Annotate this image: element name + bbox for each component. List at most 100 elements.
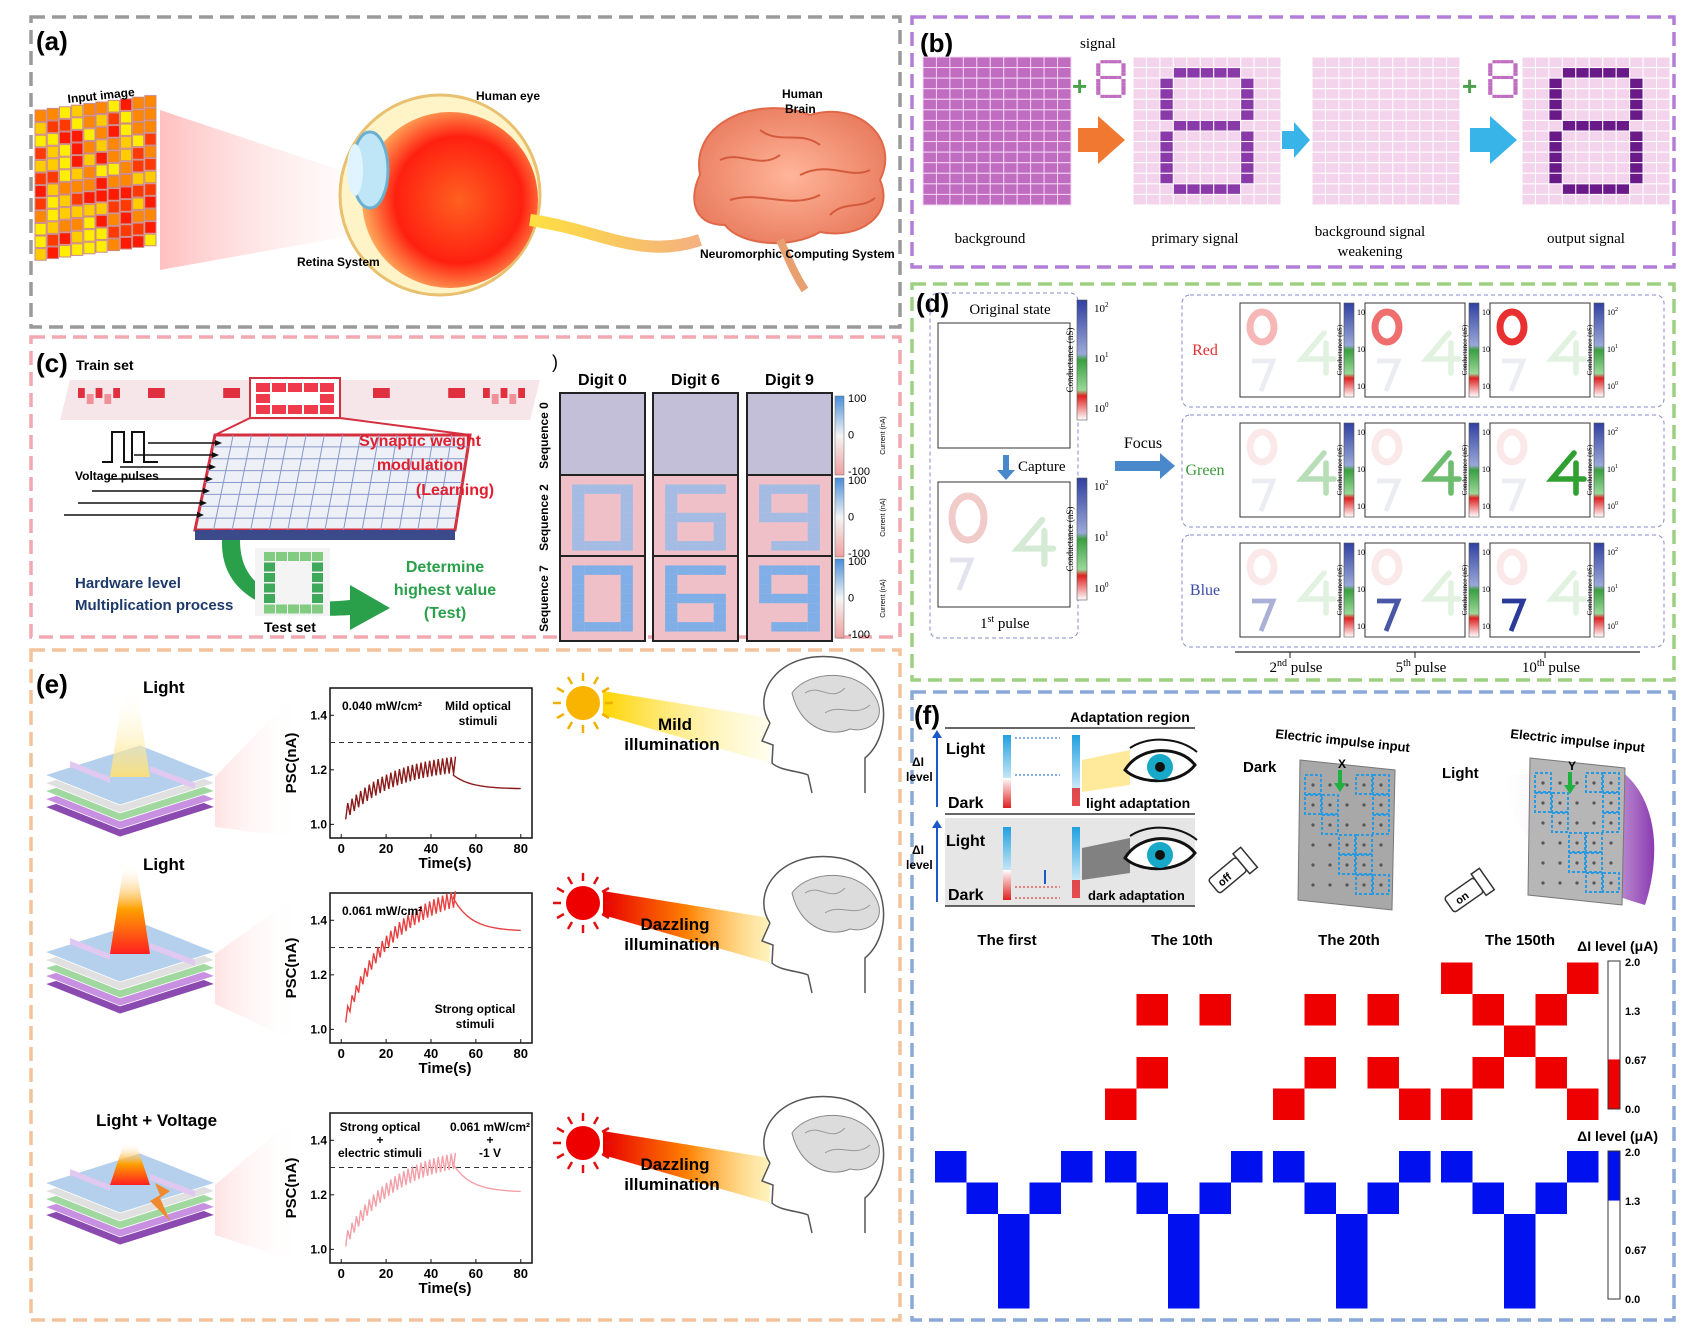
small-8-cell	[1509, 75, 1514, 80]
b-grid-cell	[1338, 119, 1353, 132]
input-pixel	[34, 134, 47, 148]
b-grid-cell	[1159, 183, 1174, 195]
b-grid-cell	[1145, 141, 1161, 153]
light-side-label: Light	[1442, 765, 1479, 782]
b-grid-cell	[1213, 151, 1228, 164]
cb-label: Conductance (nS)	[1461, 564, 1469, 615]
b-grid-cell	[1030, 119, 1045, 132]
eye-lashes	[1129, 738, 1198, 753]
cb-tick-base: 10	[1607, 502, 1615, 511]
sun-ray	[592, 1161, 600, 1170]
delta-cb-tick: 0.0	[1625, 1104, 1640, 1116]
input-pixel	[144, 208, 157, 222]
delta-label: level	[906, 770, 933, 784]
input-pixel	[58, 244, 72, 258]
b-grid-cell	[1172, 183, 1188, 195]
x-tick-label: 60	[469, 1266, 483, 1281]
b-grid-cell	[1446, 141, 1461, 153]
cb-tick-exp: 1	[1615, 344, 1618, 350]
b-grid-cell	[1615, 88, 1631, 100]
electrode-dot	[1311, 843, 1315, 847]
intensity-note: 0.061 mW/cm²	[450, 1120, 530, 1134]
b-grid-cell	[1602, 130, 1617, 143]
b-grid-cell	[962, 130, 978, 143]
cb-tick-base: 10	[1607, 382, 1615, 391]
input-pixel	[34, 147, 47, 160]
b-grid-cell	[1186, 151, 1201, 164]
b-grid-cell	[1446, 77, 1461, 90]
input-pixel	[83, 203, 96, 217]
delta-cb-tick: 1.3	[1625, 1196, 1640, 1208]
electrode-dot	[1575, 781, 1579, 785]
b-grid-cell	[1311, 56, 1326, 69]
input-pixel	[95, 177, 108, 190]
digit-seven-mark	[1502, 598, 1527, 632]
cb-tick-base: 10	[1357, 345, 1365, 354]
heatmap-pixel	[620, 484, 633, 494]
heatmap-pixel	[795, 512, 808, 523]
pulse-label: 2nd pulse	[1270, 658, 1323, 676]
b-grid-cell	[1338, 141, 1353, 153]
b-grid-cell	[962, 77, 978, 90]
b-grid-cell	[1602, 141, 1617, 153]
b-grid-cell	[1351, 119, 1367, 132]
cb-tick-base: 10	[1357, 465, 1365, 474]
heatmap-pixel	[713, 622, 726, 632]
b-grid-cell	[1016, 67, 1032, 79]
adapt-bar	[1072, 827, 1080, 897]
red-pixel	[1441, 962, 1473, 994]
b-grid-cell	[1324, 109, 1340, 121]
intensity-note: -1 V	[479, 1146, 501, 1160]
heatmap-pixel	[713, 603, 726, 613]
electrode-dot	[1592, 861, 1596, 865]
b-grid-cell	[989, 183, 1005, 195]
cb-tick-exp: 1	[1615, 584, 1618, 590]
b-grid-cell	[1132, 172, 1147, 185]
x-tick-label: 60	[469, 1046, 483, 1061]
b-grid-cell	[1145, 172, 1161, 185]
heatmap-pixel	[620, 503, 633, 513]
focus-label: Focus	[1124, 435, 1162, 452]
x-tick-label: 0	[338, 841, 345, 856]
input-pixel	[83, 153, 96, 167]
b-grid-cell	[1172, 141, 1188, 153]
heatmap-pixel	[572, 522, 585, 532]
b-grid-cell	[1548, 162, 1563, 174]
digit-four-mark	[1420, 450, 1462, 496]
b-grid-cell	[1642, 109, 1658, 121]
digit-seven-mark	[1377, 358, 1402, 392]
b-grid-cell	[935, 151, 951, 164]
impulse-label-2: Electric impulse input	[1510, 726, 1647, 755]
electrode-dot	[1311, 823, 1315, 827]
b-grid-cell	[1405, 183, 1421, 195]
input-pixel	[83, 241, 96, 255]
b-grid-cell	[1419, 193, 1434, 206]
x-tick-label: 0	[338, 1046, 345, 1061]
b-grid-cell	[1057, 67, 1072, 79]
b-grid-cell	[935, 67, 951, 79]
b-grid-cell	[1253, 67, 1269, 79]
b-grid-cell	[1588, 88, 1604, 100]
small-8-cell	[1113, 94, 1118, 98]
b-grid-cell	[1186, 183, 1201, 195]
input-pixel	[107, 200, 120, 214]
b-grid-cell	[1145, 130, 1161, 143]
x-axis-label: Time(s)	[418, 855, 471, 872]
b-grid-cell	[1534, 130, 1550, 143]
sun-ray	[566, 876, 574, 885]
b-grid-cell	[1132, 98, 1147, 111]
b-grid-cell	[1534, 193, 1550, 206]
b-grid-cell	[1186, 172, 1201, 185]
b-grid-cell	[1602, 77, 1617, 90]
b-grid-cell	[1253, 109, 1269, 121]
b-grid-cell	[1186, 130, 1201, 143]
digit-seven-mark	[1252, 358, 1277, 392]
b-grid-cell	[976, 77, 991, 90]
input-pixel	[95, 189, 108, 203]
b-grid-cell	[1656, 67, 1671, 79]
electrode-active	[1321, 814, 1339, 835]
determine-line-3: (Test)	[424, 605, 466, 622]
small-8-cell	[1100, 75, 1105, 80]
cb-tick-base: 10	[1357, 622, 1365, 631]
input-pixel	[34, 109, 47, 123]
